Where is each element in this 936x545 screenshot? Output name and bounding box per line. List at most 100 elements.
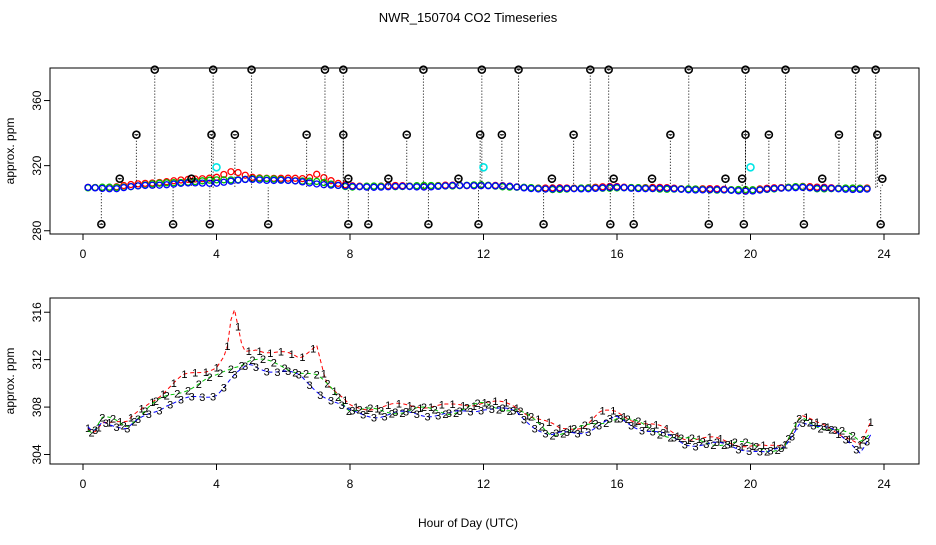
- series-3-marker: 3: [832, 425, 838, 437]
- series-2-marker: 2: [421, 402, 427, 414]
- series-3-point: [341, 182, 349, 190]
- series-2-marker: 2: [678, 433, 684, 445]
- series-1-marker: 1: [760, 440, 766, 452]
- series-3-marker: 3: [146, 409, 152, 421]
- outlier-mid-point: [873, 130, 882, 140]
- series-2-point: [320, 178, 328, 187]
- series-1-marker: 1: [171, 378, 177, 390]
- series-1-point: [320, 173, 328, 182]
- series-3-marker: 3: [660, 428, 666, 440]
- series-3-point: [641, 185, 650, 193]
- series-3-point: [298, 178, 307, 186]
- series-3-marker: 3: [778, 443, 784, 455]
- series-1-marker: 1: [299, 352, 305, 364]
- series-3-marker: 3: [360, 410, 366, 422]
- series-3-marker: 3: [746, 446, 752, 458]
- series-3-point: [627, 184, 635, 192]
- series-1-marker: 1: [342, 395, 348, 407]
- series-1-marker: 1: [106, 417, 112, 429]
- series-3-point: [491, 182, 500, 190]
- series-2-marker: 2: [367, 403, 373, 415]
- series-2-marker: 2: [303, 368, 309, 380]
- series-3-point: [841, 185, 850, 193]
- series-3-point: [441, 182, 450, 190]
- series-2-marker: 2: [689, 433, 695, 445]
- bottom-ylabel: approx. ppm: [3, 348, 17, 415]
- series-3-point: [777, 184, 785, 192]
- series-3-point: [670, 185, 678, 193]
- series-2-marker: 2: [818, 423, 824, 435]
- x-axis-label: Hour of Day (UTC): [418, 516, 518, 530]
- series-3-point: [749, 187, 757, 195]
- outlier-near-point: [737, 174, 747, 183]
- series-2-marker: 2: [625, 414, 631, 426]
- series-3-point: [613, 183, 621, 191]
- outlier-low-point: [364, 219, 373, 229]
- series-3-marker: 3: [671, 433, 677, 445]
- series-3-marker: 3: [339, 400, 345, 412]
- series-3-marker: 3: [478, 406, 484, 418]
- bottom-xtick-label: 8: [347, 477, 354, 491]
- series-2-marker: 2: [700, 437, 706, 449]
- series-2-marker: 2: [453, 408, 459, 420]
- series-3-point: [770, 184, 778, 193]
- series-3-point: [634, 184, 643, 193]
- outlier-low-point: [205, 219, 215, 229]
- series-2-marker: 2: [839, 425, 845, 437]
- series-3-point: [105, 185, 114, 193]
- series-3-marker: 3: [392, 407, 398, 419]
- series-3-marker: 3: [210, 392, 216, 404]
- series-2-marker: 2: [174, 389, 180, 401]
- series-1-point: [327, 177, 335, 185]
- series-2-marker: 2: [399, 408, 405, 420]
- outlier-near-point: [115, 174, 125, 183]
- series-1-marker: 1: [846, 434, 852, 446]
- series-2-marker: 2: [721, 440, 727, 452]
- outlier-low-point: [876, 219, 885, 229]
- series-3-marker: 3: [682, 440, 688, 452]
- outlier-mid-point: [834, 130, 844, 140]
- series-3-marker: 3: [221, 383, 227, 395]
- series-3-point: [620, 184, 628, 192]
- series-1-point: [241, 171, 249, 179]
- series-3-point: [477, 182, 485, 190]
- series-3-point: [713, 185, 721, 194]
- series-1-marker: 1: [310, 343, 316, 355]
- series-3-point: [734, 187, 743, 195]
- series-1-marker: 1: [793, 420, 799, 432]
- series-1-marker: 1: [235, 322, 241, 334]
- outlier-mid-point: [132, 130, 141, 140]
- series-3-point: [213, 179, 221, 187]
- series-3-point: [291, 177, 299, 185]
- series-3-point: [649, 184, 657, 193]
- series-3-point: [699, 186, 707, 194]
- series-3-point: [720, 186, 728, 194]
- outlier-low-point: [474, 219, 483, 229]
- outlier-mid-point: [497, 130, 507, 140]
- outlier-near-point: [817, 174, 827, 183]
- series-3-marker: 3: [103, 418, 109, 430]
- series-3-point: [763, 185, 771, 193]
- series-2-marker: 2: [260, 354, 266, 366]
- bottom-ytick-label: 304: [30, 444, 44, 464]
- series-3-point: [863, 185, 871, 193]
- series-2-marker: 2: [517, 406, 523, 418]
- series-2-line: [87, 358, 871, 453]
- series-3-marker: 3: [328, 396, 334, 408]
- series-1-marker: 1: [246, 346, 252, 358]
- outlier-near-point: [187, 174, 196, 183]
- series-1-marker: 1: [835, 429, 841, 441]
- series-3-point: [470, 182, 478, 190]
- series-3-point: [527, 184, 535, 193]
- series-1-marker: 1: [525, 410, 531, 422]
- outlier-near-point: [878, 174, 887, 183]
- series-3-marker: 3: [596, 420, 602, 432]
- series-2-marker: 2: [550, 430, 556, 442]
- series-2-marker: 2: [560, 429, 566, 441]
- series-3-point: [498, 182, 507, 190]
- series-3-marker: 3: [650, 427, 656, 439]
- bottom-ytick-label: 312: [30, 349, 44, 369]
- series-1-marker: 1: [610, 406, 616, 418]
